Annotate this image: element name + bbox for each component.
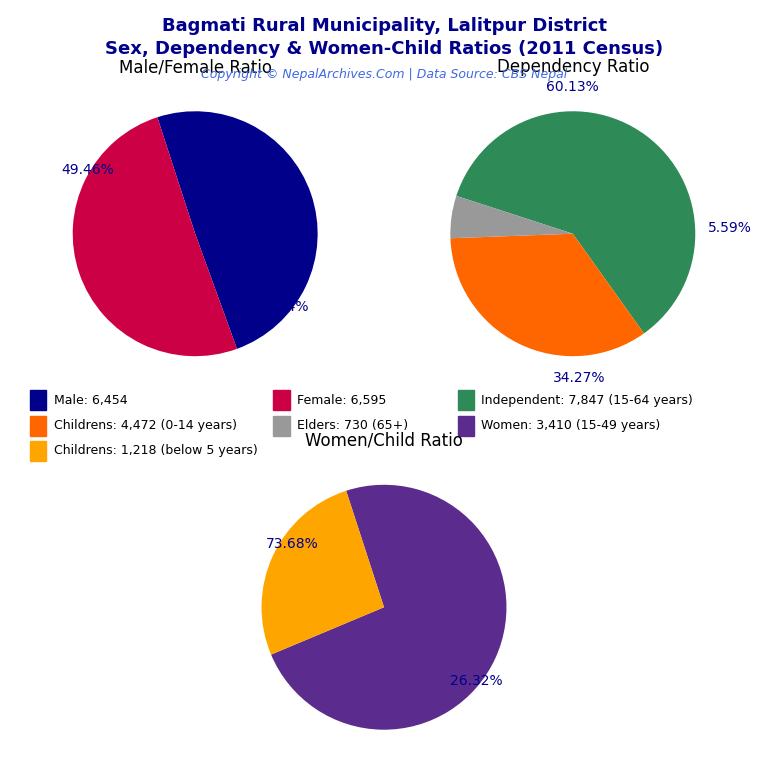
Text: Women: 3,410 (15-49 years): Women: 3,410 (15-49 years)	[482, 419, 660, 432]
Text: 5.59%: 5.59%	[707, 220, 752, 234]
Text: 34.27%: 34.27%	[553, 371, 605, 386]
FancyBboxPatch shape	[30, 415, 46, 436]
Text: 73.68%: 73.68%	[266, 537, 319, 551]
Wedge shape	[271, 485, 506, 730]
Text: 60.13%: 60.13%	[547, 80, 599, 94]
FancyBboxPatch shape	[30, 441, 46, 461]
Wedge shape	[450, 196, 573, 238]
Wedge shape	[456, 111, 695, 333]
Title: Male/Female Ratio: Male/Female Ratio	[119, 58, 272, 76]
Wedge shape	[157, 111, 318, 349]
Text: 26.32%: 26.32%	[449, 674, 502, 687]
Text: Sex, Dependency & Women-Child Ratios (2011 Census): Sex, Dependency & Women-Child Ratios (20…	[105, 40, 663, 58]
Text: 49.46%: 49.46%	[61, 163, 114, 177]
Wedge shape	[451, 233, 644, 356]
FancyBboxPatch shape	[273, 415, 290, 436]
Title: Dependency Ratio: Dependency Ratio	[497, 58, 649, 76]
Wedge shape	[73, 118, 237, 356]
Text: Elders: 730 (65+): Elders: 730 (65+)	[297, 419, 408, 432]
FancyBboxPatch shape	[458, 390, 474, 410]
FancyBboxPatch shape	[273, 390, 290, 410]
Text: Bagmati Rural Municipality, Lalitpur District: Bagmati Rural Municipality, Lalitpur Dis…	[161, 17, 607, 35]
Wedge shape	[262, 491, 384, 654]
Text: Female: 6,595: Female: 6,595	[297, 394, 386, 407]
Text: 50.54%: 50.54%	[257, 300, 310, 314]
FancyBboxPatch shape	[30, 390, 46, 410]
Text: Childrens: 1,218 (below 5 years): Childrens: 1,218 (below 5 years)	[54, 445, 257, 457]
FancyBboxPatch shape	[458, 415, 474, 436]
Text: Male: 6,454: Male: 6,454	[54, 394, 127, 407]
Text: Independent: 7,847 (15-64 years): Independent: 7,847 (15-64 years)	[482, 394, 693, 407]
Text: Childrens: 4,472 (0-14 years): Childrens: 4,472 (0-14 years)	[54, 419, 237, 432]
Text: Copyright © NepalArchives.Com | Data Source: CBS Nepal: Copyright © NepalArchives.Com | Data Sou…	[201, 68, 567, 81]
Title: Women/Child Ratio: Women/Child Ratio	[305, 432, 463, 450]
